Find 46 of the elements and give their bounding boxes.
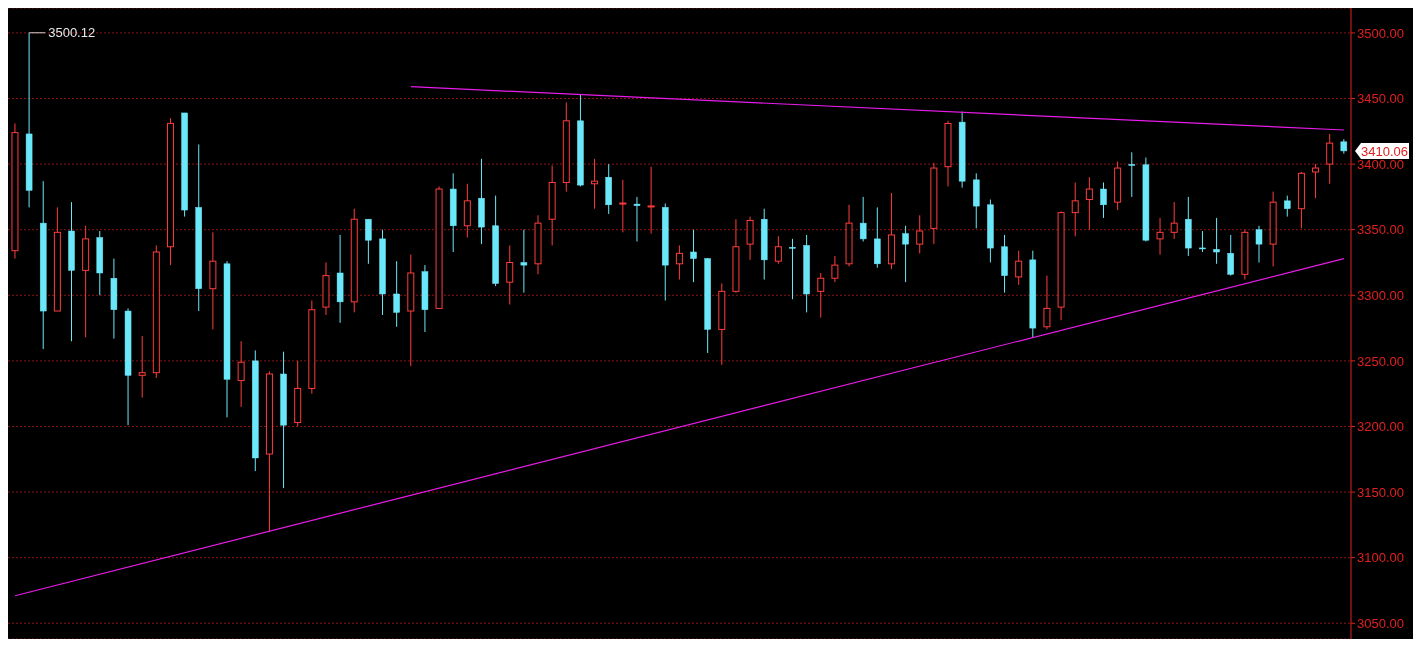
candlestick	[690, 229, 697, 283]
candlestick	[675, 244, 683, 281]
candlestick	[1043, 275, 1051, 330]
candlestick	[746, 216, 754, 261]
candlestick	[1156, 217, 1164, 256]
candlestick	[1170, 201, 1178, 240]
candlestick	[817, 272, 825, 319]
y-tick-label: 3300.00	[1357, 287, 1404, 303]
y-tick-label: 3250.00	[1357, 353, 1404, 369]
candlestick	[831, 255, 839, 283]
candlestick	[1100, 181, 1107, 219]
candlestick	[902, 225, 909, 283]
candlestick	[774, 235, 782, 265]
candlestick	[647, 166, 655, 235]
candlestick	[393, 260, 400, 328]
candlestick	[1015, 250, 1023, 286]
candlestick	[1071, 181, 1079, 237]
candlestick	[1227, 234, 1234, 277]
candlestick	[619, 179, 627, 233]
candlestick	[1213, 217, 1220, 265]
candlestick	[1284, 195, 1291, 218]
candlestick	[1312, 163, 1320, 199]
candlestick	[1085, 176, 1093, 231]
candlestick	[1326, 133, 1334, 185]
candlestick	[789, 238, 796, 300]
y-tick-label: 3050.00	[1357, 615, 1404, 631]
y-tick-label: 3350.00	[1357, 222, 1404, 238]
y-tick-label: 3100.00	[1357, 550, 1404, 566]
candlestick	[237, 340, 245, 408]
candlestick	[1128, 151, 1136, 198]
y-tick-label: 3500.00	[1357, 25, 1404, 41]
candlestick	[859, 196, 867, 243]
candlestick	[520, 229, 528, 294]
candlestick	[138, 335, 146, 399]
annotation: 3500.12	[48, 24, 96, 40]
candlestick	[365, 218, 372, 265]
text: 3410.06	[1361, 143, 1408, 159]
candlestick	[1255, 225, 1263, 263]
y-tick-label: 3450.00	[1357, 91, 1404, 107]
y-tick-label: 3150.00	[1357, 484, 1404, 500]
candlestick	[633, 196, 641, 243]
y-tick-label: 3200.00	[1357, 419, 1404, 435]
candlestick	[916, 214, 924, 254]
y-tick-label: 3400.00	[1357, 156, 1404, 172]
candlestick	[506, 244, 514, 305]
candlestick	[1199, 230, 1206, 253]
